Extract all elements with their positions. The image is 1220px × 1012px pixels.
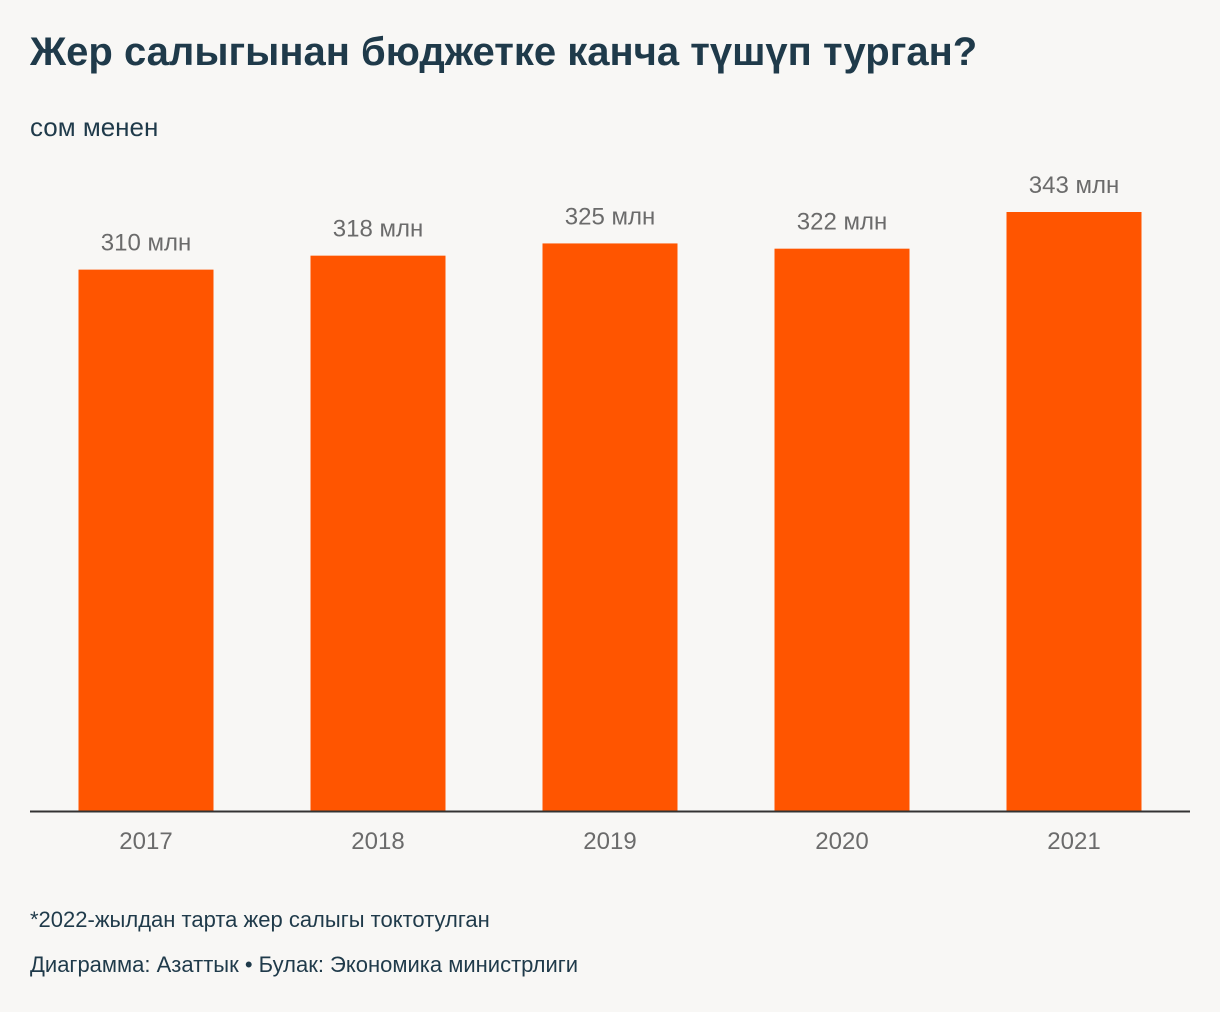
x-tick-label-2017: 2017: [119, 828, 172, 855]
bar-2019: [542, 243, 678, 812]
source-credits: Диаграмма: Азаттык • Булак: Экономика ми…: [30, 952, 579, 977]
x-tick-label-2019: 2019: [583, 828, 636, 855]
chart-subtitle: сом менен: [30, 112, 159, 142]
bar-2020: [774, 248, 910, 811]
x-tick-label-2018: 2018: [351, 828, 404, 855]
bar-2017: [78, 269, 214, 811]
value-label-2017: 310 млн: [101, 230, 191, 257]
x-tick-label-2021: 2021: [1047, 828, 1100, 855]
chart-title: Жер салыгынан бюджетке канча түшүп турга…: [30, 30, 978, 74]
footnote: *2022-жылдан тарта жер салыгы токтотулга…: [30, 907, 490, 932]
value-label-2020: 322 млн: [797, 209, 887, 236]
value-label-2019: 325 млн: [565, 203, 655, 230]
value-label-2018: 318 млн: [333, 216, 423, 243]
value-label-2021: 343 млн: [1029, 172, 1119, 199]
x-tick-label-2020: 2020: [815, 828, 868, 855]
bar-2021: [1006, 212, 1142, 811]
bar-2018: [310, 255, 446, 812]
